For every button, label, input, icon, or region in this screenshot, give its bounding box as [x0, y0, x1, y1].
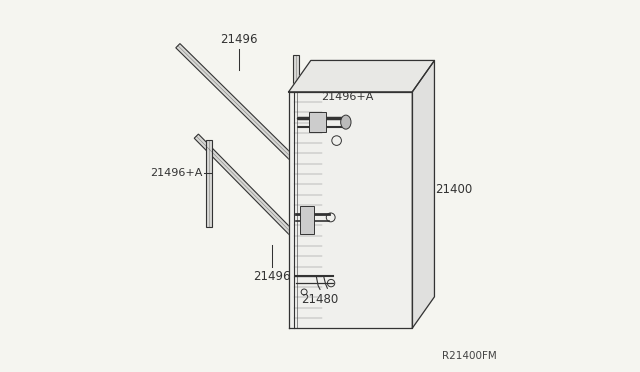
Polygon shape: [176, 44, 302, 168]
Text: 21496: 21496: [253, 270, 291, 283]
Polygon shape: [194, 134, 319, 260]
FancyBboxPatch shape: [309, 112, 326, 132]
Polygon shape: [206, 140, 212, 227]
Text: 21480: 21480: [301, 293, 339, 306]
Text: 21496: 21496: [220, 33, 257, 46]
Polygon shape: [289, 61, 435, 92]
Polygon shape: [289, 92, 412, 328]
Text: 21496+A: 21496+A: [321, 92, 374, 102]
Polygon shape: [293, 55, 299, 144]
Text: 21400: 21400: [436, 183, 473, 196]
Ellipse shape: [340, 115, 351, 129]
Text: 21496+A: 21496+A: [150, 168, 203, 178]
Text: R21400FM: R21400FM: [442, 352, 497, 361]
FancyBboxPatch shape: [300, 206, 314, 234]
Polygon shape: [412, 61, 435, 328]
